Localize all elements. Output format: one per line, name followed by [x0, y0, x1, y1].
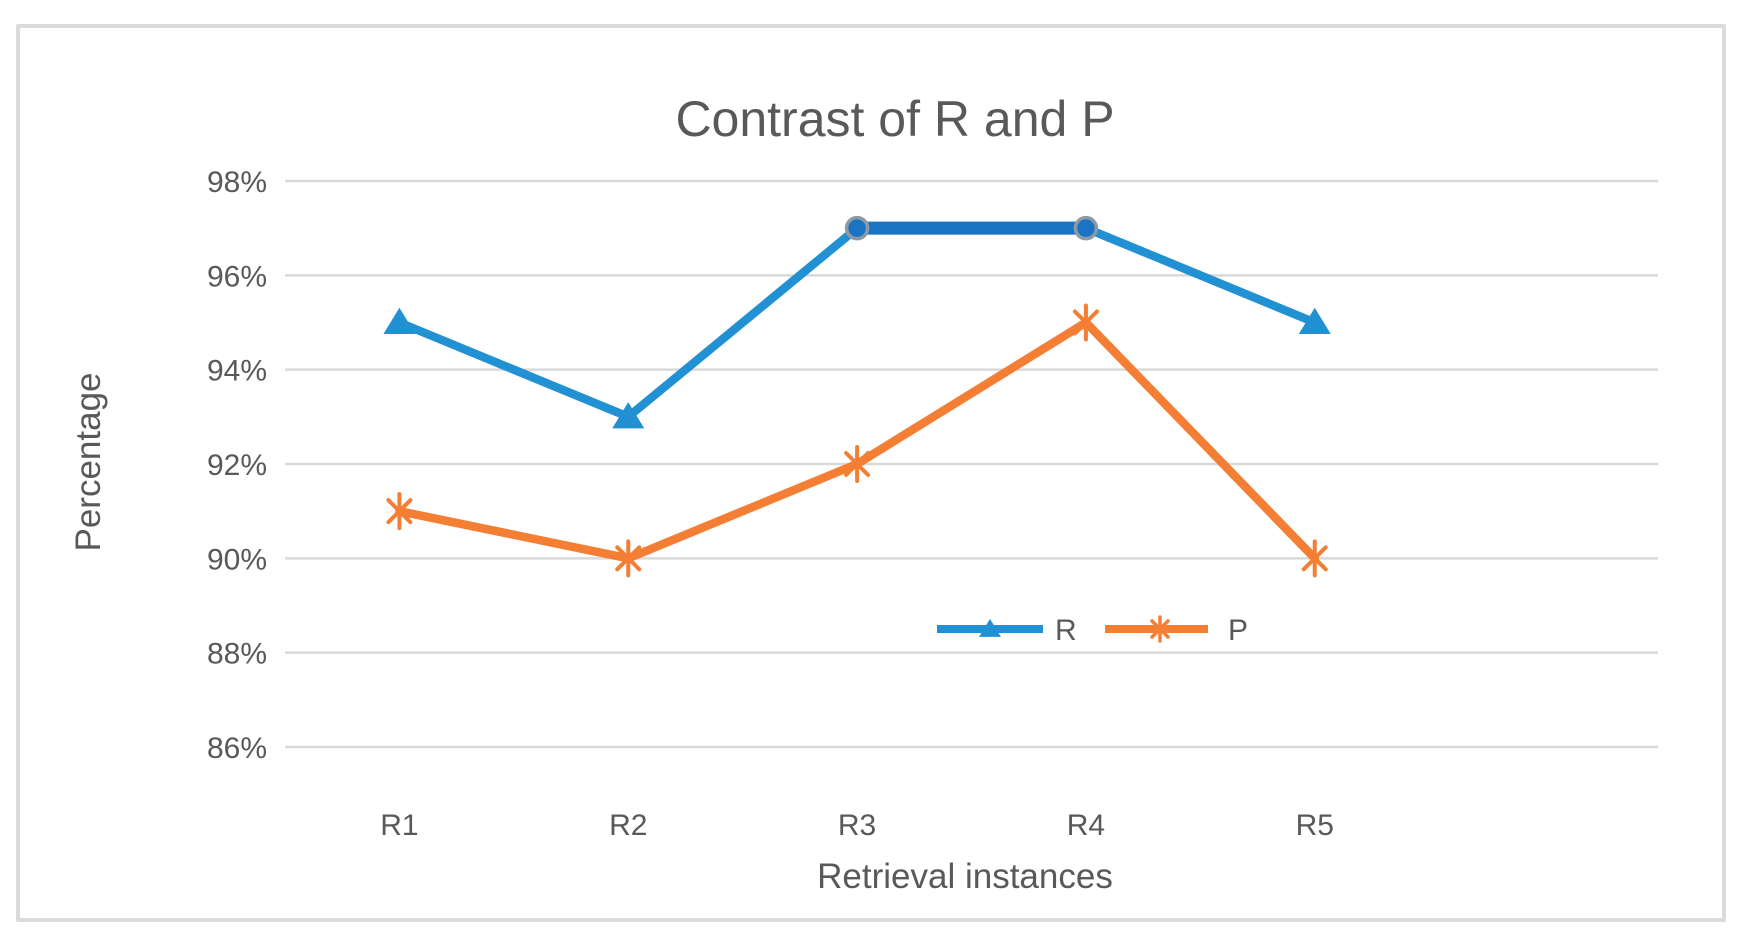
x-tick-label: R2: [609, 809, 647, 842]
x-axis-title: Retrieval instances: [817, 857, 1113, 896]
legend-item-P: P: [1105, 614, 1248, 647]
triangle-marker: [383, 307, 416, 335]
chart-frame: [16, 24, 1726, 922]
asterisk-arm: [1150, 619, 1170, 639]
y-tick-label: 94%: [207, 355, 267, 388]
y-tick-label: 90%: [207, 543, 267, 576]
y-tick-label: 86%: [207, 732, 267, 765]
triangle-marker: [612, 402, 645, 429]
asterisk-marker: [1150, 615, 1170, 643]
legend-label-R: R: [1055, 614, 1077, 647]
x-tick-label: R4: [1067, 809, 1105, 842]
series-line-P: [395, 318, 1319, 563]
series-R: [383, 215, 1331, 429]
circle-marker: [844, 215, 870, 241]
y-tick-label: 92%: [207, 449, 267, 482]
y-axis-title: Percentage: [69, 372, 108, 551]
asterisk-arm: [1072, 309, 1099, 336]
asterisk-arm: [1301, 545, 1328, 572]
asterisk-marker: [1301, 539, 1328, 578]
legend-item-R: R: [937, 614, 1077, 647]
asterisk-marker: [1072, 303, 1099, 342]
y-tick-label: 96%: [207, 260, 267, 293]
x-tick-label: R1: [380, 809, 418, 842]
series-layer: [383, 215, 1331, 578]
x-tick-label: R3: [838, 809, 876, 842]
grid-layer: 98% 96% 94% 92% 90% 88% 86% R1 R2 R3 R4 R5: [207, 166, 1658, 842]
series-P: [386, 303, 1328, 578]
y-tick-label: 88%: [207, 638, 267, 671]
asterisk-arm: [386, 498, 413, 525]
chart-title: Contrast of R and P: [675, 91, 1114, 147]
asterisk-marker: [615, 539, 642, 578]
circle-marker: [1073, 215, 1099, 241]
asterisk-arm: [615, 545, 642, 572]
asterisk-marker: [386, 492, 413, 531]
legend-label-P: P: [1228, 614, 1248, 647]
series-line-R: [395, 223, 1319, 422]
x-tick-label: R5: [1296, 809, 1334, 842]
triangle-marker: [979, 618, 1001, 637]
triangle-marker: [1298, 307, 1331, 335]
asterisk-arm: [844, 451, 871, 477]
y-tick-label: 98%: [207, 166, 267, 199]
asterisk-marker: [844, 445, 871, 483]
